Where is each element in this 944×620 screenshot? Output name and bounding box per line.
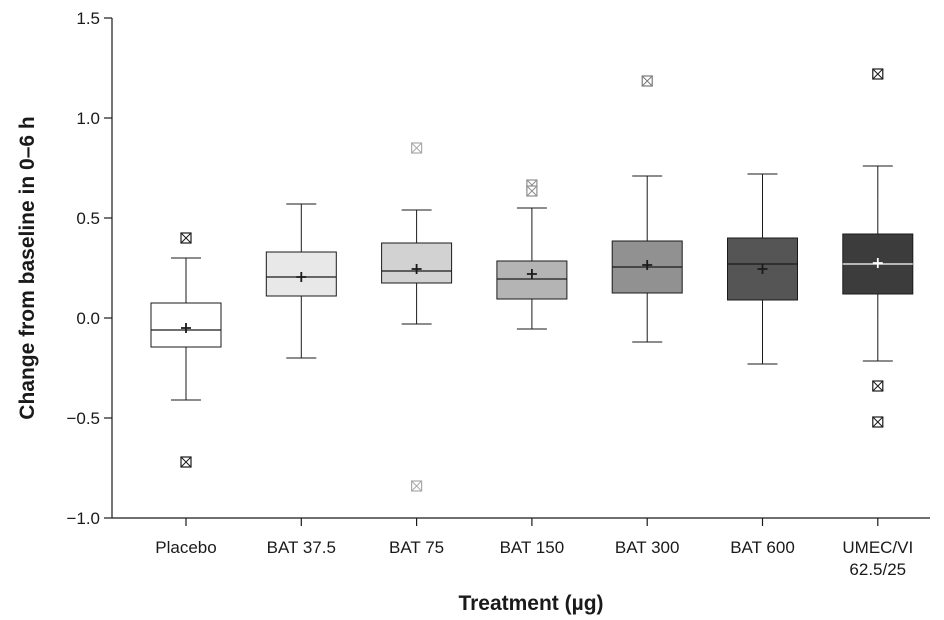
y-tick-label: −0.5 [66, 409, 100, 428]
outlier-point [872, 380, 884, 392]
outlier-point [526, 185, 538, 197]
y-axis: 1.5 1.0 0.5 0.0 −0.5 −1.0 [66, 9, 113, 528]
x-tick-label: Placebo [155, 538, 216, 557]
box-group [842, 68, 914, 428]
box-group [727, 173, 798, 365]
x-tick-label: BAT 150 [500, 538, 565, 557]
outlier-cross [411, 480, 422, 492]
box-plot-series [150, 68, 914, 492]
outlier-cross [872, 416, 884, 428]
mean-marker [526, 269, 537, 279]
box-iqr [381, 242, 453, 284]
box-group [611, 75, 683, 343]
y-tick-label: 0.5 [76, 209, 100, 228]
box-iqr [496, 260, 568, 300]
x-axis-title: Treatment (µg) [458, 592, 603, 615]
x-axis: Placebo BAT 37.5 BAT 75 BAT 150 BAT 300 BAT 6… [112, 517, 930, 579]
outlier-point [411, 142, 423, 154]
mean-marker [296, 272, 307, 282]
outlier-point [180, 456, 192, 468]
outlier-cross [180, 456, 192, 468]
y-tick-label: 0.0 [76, 309, 100, 328]
box-group [381, 142, 453, 492]
mean-marker [411, 264, 422, 274]
outlier-point [180, 232, 192, 244]
x-tick-label: BAT 75 [389, 538, 444, 557]
box-group [265, 203, 337, 359]
outlier-cross [526, 185, 538, 197]
mean-marker [872, 258, 883, 268]
outlier-cross [411, 142, 422, 154]
y-tick-label: 1.0 [76, 109, 100, 128]
outlier-cross [872, 380, 884, 392]
outlier-cross [872, 68, 884, 80]
mean-marker [181, 323, 191, 333]
y-tick-label: −1.0 [66, 509, 100, 528]
outlier-point [872, 68, 884, 80]
outlier-point [641, 75, 653, 87]
outlier-cross [180, 232, 192, 244]
x-tick-label: BAT 600 [730, 538, 795, 557]
outlier-point [411, 480, 423, 492]
x-tick-label: 62.5/25 [849, 560, 906, 579]
outlier-cross [641, 75, 653, 87]
x-tick-label: UMEC/VI [842, 538, 913, 557]
y-tick-label: 1.5 [76, 9, 100, 28]
mean-marker [642, 260, 653, 270]
outlier-point [872, 416, 884, 428]
box-group [496, 179, 568, 330]
y-axis-title: Change from baseline in 0–6 h [16, 116, 39, 419]
x-tick-label: BAT 300 [615, 538, 680, 557]
x-tick-label: BAT 37.5 [267, 538, 336, 557]
mean-marker [757, 264, 768, 274]
box-group [150, 232, 222, 468]
